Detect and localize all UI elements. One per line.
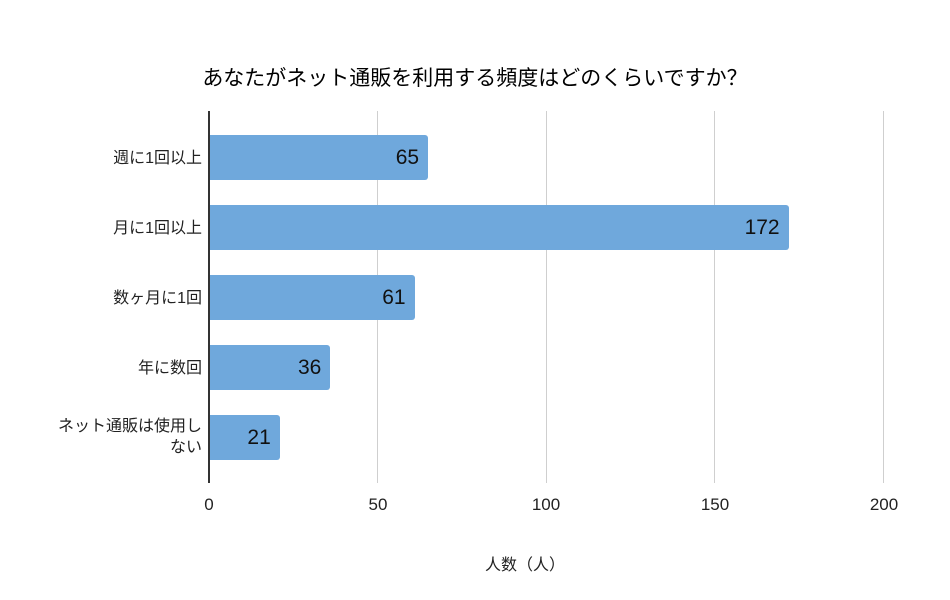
x-tick-100: 100 bbox=[531, 495, 561, 514]
bar-few-times-a-year: 36 bbox=[209, 345, 331, 390]
chart-title: あなたがネット通販を利用する頻度はどのくらいですか？ bbox=[202, 67, 748, 90]
x-tick-50: 50 bbox=[368, 495, 388, 514]
gridline-100 bbox=[546, 111, 547, 483]
y-axis-line bbox=[208, 111, 210, 483]
category-label-every-few-months: 数ヶ月に1回 bbox=[113, 290, 202, 307]
category-label-monthly: 月に1回以上 bbox=[113, 220, 202, 237]
category-label-never: ネット通販は使用し ない bbox=[2, 416, 202, 458]
x-tick-150: 150 bbox=[700, 495, 730, 514]
bar-value-label: 36 bbox=[297, 355, 322, 379]
bar-never: 21 bbox=[209, 415, 280, 460]
bar-value-label: 65 bbox=[395, 145, 420, 169]
bar-monthly: 172 bbox=[209, 205, 789, 250]
bar-every-few-months: 61 bbox=[209, 275, 415, 320]
x-tick-0: 0 bbox=[204, 495, 214, 514]
x-tick-200: 200 bbox=[869, 495, 899, 514]
category-label-never-line1: ネット通販は使用し bbox=[57, 418, 202, 435]
bar-value-label: 21 bbox=[247, 425, 271, 449]
gridline-150 bbox=[714, 111, 715, 483]
bar-value-label: 172 bbox=[744, 215, 780, 239]
bar-value-label: 61 bbox=[382, 285, 406, 309]
category-label-never-line2: ない bbox=[169, 439, 202, 456]
gridline-200 bbox=[883, 111, 884, 483]
x-axis-title: 人数（人） bbox=[484, 557, 565, 574]
category-label-weekly: 週に1回以上 bbox=[113, 150, 202, 167]
category-label-few-times-a-year: 年に数回 bbox=[137, 360, 202, 377]
bar-weekly: 65 bbox=[209, 135, 429, 180]
plot-area: 65 172 61 36 21 bbox=[208, 111, 884, 483]
